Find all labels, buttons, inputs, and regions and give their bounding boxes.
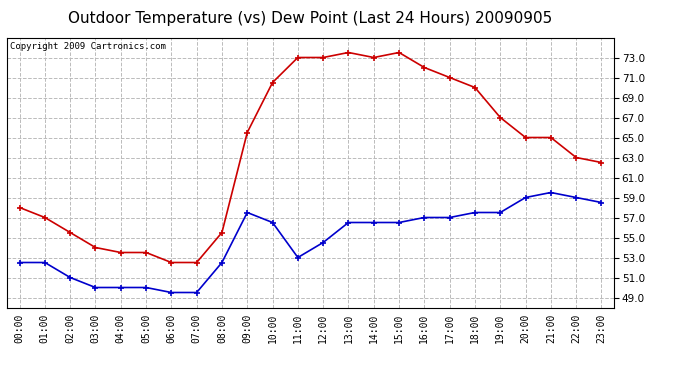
Text: Outdoor Temperature (vs) Dew Point (Last 24 Hours) 20090905: Outdoor Temperature (vs) Dew Point (Last… — [68, 11, 553, 26]
Text: Copyright 2009 Cartronics.com: Copyright 2009 Cartronics.com — [10, 42, 166, 51]
